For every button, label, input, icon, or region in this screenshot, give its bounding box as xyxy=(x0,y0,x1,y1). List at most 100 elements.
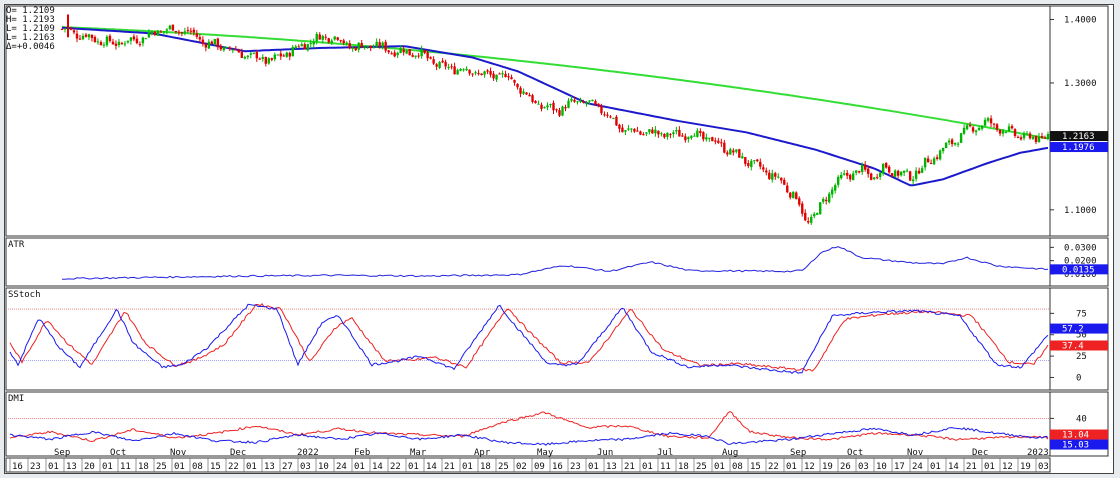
month-label: Oct xyxy=(847,448,863,458)
month-label: Oct xyxy=(110,448,126,458)
candle-body xyxy=(846,172,849,176)
candle-body xyxy=(213,38,217,45)
candle-body xyxy=(633,128,636,132)
candle-body xyxy=(342,40,345,44)
candle-body xyxy=(648,129,651,133)
atr-title: ATR xyxy=(8,240,25,250)
candle-body xyxy=(345,42,348,44)
candle-body xyxy=(195,33,199,37)
candle-body xyxy=(414,55,417,57)
candle-body xyxy=(618,124,621,129)
candle-body xyxy=(249,53,253,55)
candle-body xyxy=(561,106,564,116)
candle-body xyxy=(971,127,975,132)
candle-body xyxy=(609,116,612,118)
candle-body xyxy=(699,131,702,134)
candle-body xyxy=(501,73,504,75)
candle-body xyxy=(977,128,981,130)
month-label: May xyxy=(537,448,554,458)
candle-body xyxy=(917,170,921,174)
atr-value-tag-bg xyxy=(1050,264,1108,275)
candle-body xyxy=(84,34,88,37)
candle-body xyxy=(450,66,453,68)
candle-body xyxy=(929,163,933,165)
candle-body xyxy=(417,55,420,57)
candle-body xyxy=(651,129,654,134)
date-tick-label: 01 xyxy=(354,462,365,472)
date-tick-label: 20 xyxy=(84,462,95,472)
dmi-plus-tag-bg xyxy=(1050,429,1108,440)
ma-long-line xyxy=(61,26,1049,140)
stoch-d-tag: 37.4 xyxy=(1062,341,1084,351)
candle-body xyxy=(890,173,894,177)
candle-body xyxy=(771,173,774,180)
date-tick-label: 21 xyxy=(444,462,455,472)
candle-body xyxy=(405,50,408,54)
date-tick-label: 01 xyxy=(930,462,941,472)
dmi-plus-tag: 13.04 xyxy=(1062,431,1089,441)
ma-value-tag-bg xyxy=(1050,142,1108,153)
date-tick-label: 25 xyxy=(156,462,167,472)
atr-ytick-label: 0.0100 xyxy=(1064,270,1097,280)
candle-body xyxy=(950,139,954,145)
candle-body xyxy=(582,101,585,103)
date-tick-label: 27 xyxy=(282,462,293,472)
candle-body xyxy=(483,71,486,75)
candle-body xyxy=(546,105,549,108)
candle-body xyxy=(947,140,951,143)
candle-body xyxy=(887,166,891,173)
candle-body xyxy=(630,128,633,130)
candle-body xyxy=(702,132,705,140)
candle-body xyxy=(944,142,948,149)
candle-body xyxy=(995,124,999,130)
candle-body xyxy=(177,31,181,33)
candle-body xyxy=(339,40,342,42)
candle-body xyxy=(998,129,1002,134)
candle-body xyxy=(156,30,160,36)
panel-price-frame xyxy=(5,5,1109,237)
date-tick-label: 02 xyxy=(516,462,527,472)
candle-body xyxy=(174,31,178,33)
date-tick-label: 03 xyxy=(858,462,869,472)
candle-body xyxy=(465,68,468,71)
candle-body xyxy=(750,160,753,167)
date-tick-label: 19 xyxy=(822,462,833,472)
date-tick-label: 24 xyxy=(912,462,923,472)
date-tick-label: 08 xyxy=(192,462,203,472)
candle-body xyxy=(789,192,792,198)
candle-body xyxy=(486,70,489,72)
candle-body xyxy=(324,36,327,38)
candle-body xyxy=(498,73,501,75)
date-tick-label: 12 xyxy=(1002,462,1013,472)
dmi-minus-line xyxy=(9,427,1049,446)
month-label: 2022 xyxy=(297,448,319,458)
month-label: Feb xyxy=(354,448,370,458)
candle-body xyxy=(426,52,429,59)
price-ytick-label: 1.3000 xyxy=(1064,79,1097,89)
candle-body xyxy=(615,116,618,126)
candle-body xyxy=(399,48,402,53)
candle-body xyxy=(132,36,136,40)
candle-body xyxy=(111,41,115,45)
candle-body xyxy=(893,170,897,177)
candle-body xyxy=(534,100,537,104)
date-tick-label: 12 xyxy=(804,462,815,472)
stoch-k-line xyxy=(9,303,1049,374)
date-tick-label: 01 xyxy=(588,462,599,472)
candle-body xyxy=(531,95,534,102)
candle-body xyxy=(336,37,339,40)
atr-ytick-label: 0.0300 xyxy=(1064,243,1097,253)
candle-body xyxy=(941,147,945,152)
candle-body xyxy=(210,41,214,45)
month-label: Sep xyxy=(54,448,70,458)
date-tick-label: 01 xyxy=(714,462,725,472)
date-tick-label: 15 xyxy=(750,462,761,472)
candle-body xyxy=(237,50,241,53)
candle-body xyxy=(492,73,495,79)
candle-body xyxy=(926,158,930,163)
candle-body xyxy=(708,137,711,139)
candle-body xyxy=(441,60,444,63)
candle-body xyxy=(393,52,396,57)
candle-body xyxy=(552,102,555,111)
